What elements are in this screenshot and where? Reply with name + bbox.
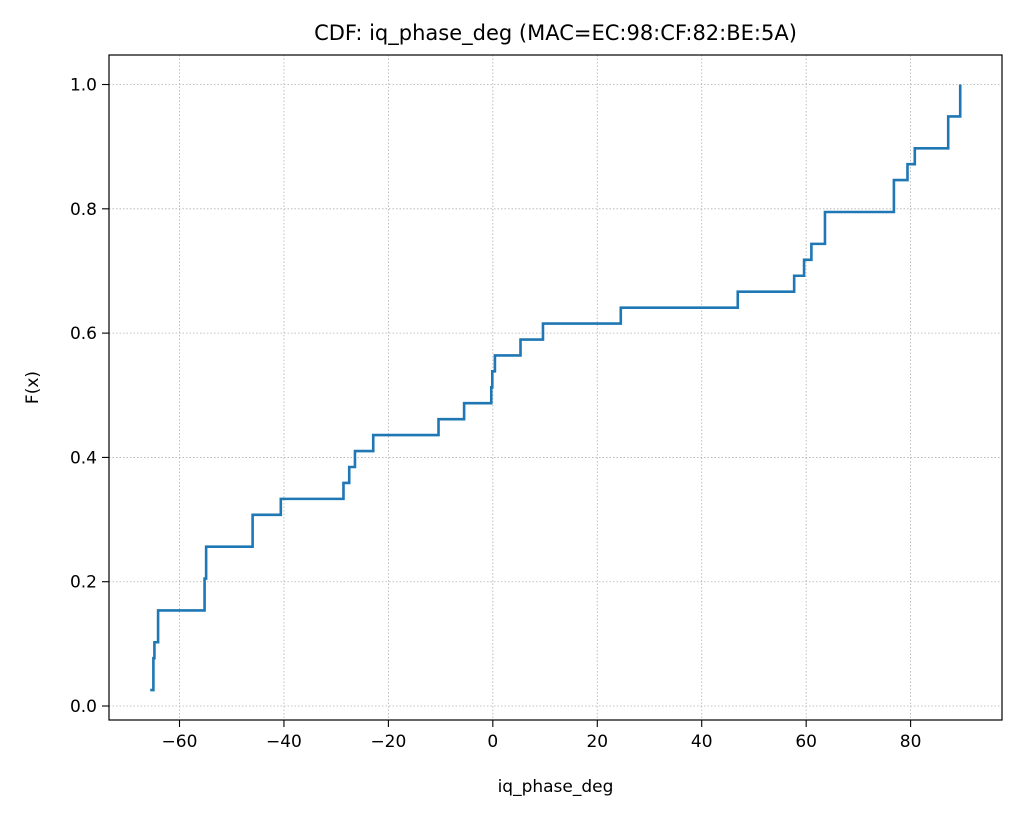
x-axis: −60 −40 −20 0 20 40 60 80	[162, 720, 922, 752]
x-tick-label: 0	[487, 732, 498, 752]
cdf-step-line	[150, 84, 962, 692]
series-layer	[150, 84, 962, 692]
y-axis-label: F(x)	[23, 371, 43, 404]
x-tick-label: −60	[162, 732, 198, 752]
y-tick-label: 1.0	[70, 76, 97, 96]
y-tick-label: 0.0	[70, 697, 97, 717]
axes-frame	[108, 54, 1003, 721]
chart-title: CDF: iq_phase_deg (MAC=EC:98:CF:82:BE:5A…	[314, 21, 797, 46]
x-tick-label: 20	[586, 732, 608, 752]
x-tick-label: 80	[900, 732, 922, 752]
y-tick-label: 0.6	[70, 324, 97, 344]
y-tick-label: 0.2	[70, 573, 97, 593]
y-tick-label: 0.8	[70, 200, 97, 220]
x-tick-label: 40	[691, 732, 713, 752]
y-axis: 0.0 0.2 0.4 0.6 0.8 1.0	[70, 76, 109, 717]
x-tick-label: −20	[370, 732, 406, 752]
x-tick-label: 60	[795, 732, 817, 752]
y-tick-label: 0.4	[70, 448, 97, 468]
x-axis-label: iq_phase_deg	[498, 777, 614, 797]
x-tick-label: −40	[266, 732, 302, 752]
